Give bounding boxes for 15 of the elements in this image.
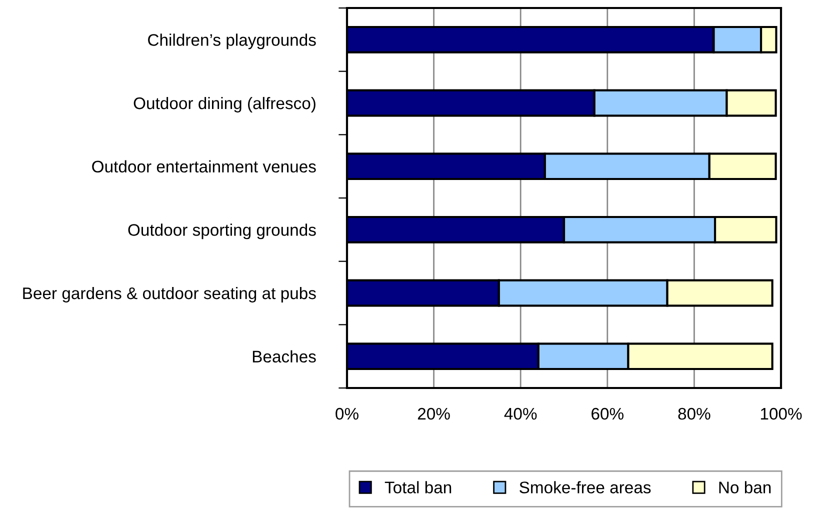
x-tick-label: 40% (504, 408, 537, 420)
legend-label: Smoke-free areas (520, 481, 651, 494)
y-tick-label: Beaches (252, 350, 316, 363)
x-tick-label: 100% (760, 408, 802, 420)
legend-label: No ban (719, 481, 771, 494)
y-tick-label: Children’s playgrounds (148, 34, 316, 50)
y-tick-label: Outdoor dining (alfresco) (134, 96, 316, 112)
x-tick-label: 80% (678, 408, 710, 420)
y-tick-label: Beer gardens & outdoor seating at pubs (23, 286, 316, 302)
y-tick-label: Outdoor sporting grounds (128, 224, 316, 240)
x-tick-label: 0% (336, 408, 358, 420)
legend-label: Total ban (384, 481, 452, 494)
x-tick-label: 60% (592, 408, 624, 420)
x-tick-label: 20% (418, 408, 450, 420)
y-tick-label: Outdoor entertainment venues (92, 160, 316, 173)
